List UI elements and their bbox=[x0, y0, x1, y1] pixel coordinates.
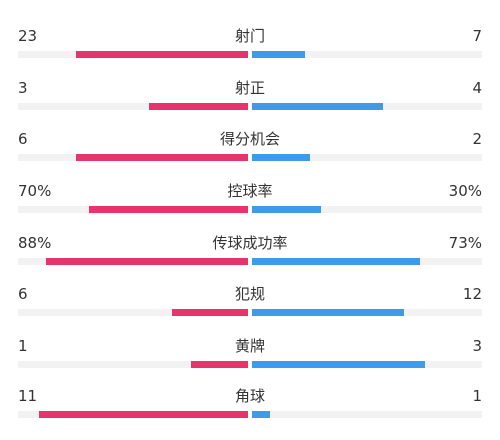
away-bar bbox=[252, 103, 384, 110]
away-track bbox=[252, 206, 482, 213]
away-bar bbox=[252, 206, 321, 213]
home-bar bbox=[190, 361, 248, 368]
home-value: 23 bbox=[18, 27, 38, 45]
home-track bbox=[18, 206, 248, 213]
stat-label: 角球 bbox=[234, 387, 265, 405]
home-bar bbox=[172, 309, 248, 316]
home-value: 6 bbox=[18, 130, 28, 148]
home-bar bbox=[75, 51, 248, 58]
home-value: 3 bbox=[18, 79, 28, 97]
stat-row-fouls: 6 犯规 12 bbox=[0, 284, 500, 336]
away-value: 3 bbox=[472, 337, 482, 355]
home-bar bbox=[38, 411, 248, 418]
away-value: 12 bbox=[462, 285, 482, 303]
home-bar bbox=[89, 206, 248, 213]
home-track bbox=[18, 258, 248, 265]
home-track bbox=[18, 361, 248, 368]
stat-label: 得分机会 bbox=[219, 130, 280, 148]
stat-row-yellow-cards: 1 黄牌 3 bbox=[0, 336, 500, 388]
home-track bbox=[18, 309, 248, 316]
home-bar bbox=[75, 154, 248, 161]
stat-row-chances: 6 得分机会 2 bbox=[0, 129, 500, 181]
home-value: 70% bbox=[18, 182, 52, 200]
away-track bbox=[252, 361, 482, 368]
home-value: 6 bbox=[18, 285, 28, 303]
stat-row-shots: 23 射门 7 bbox=[0, 26, 500, 78]
stat-label: 传球成功率 bbox=[212, 234, 288, 252]
away-track bbox=[252, 103, 482, 110]
stat-label: 犯规 bbox=[234, 285, 265, 303]
away-value: 7 bbox=[472, 27, 482, 45]
away-track bbox=[252, 309, 482, 316]
away-track bbox=[252, 51, 482, 58]
away-value: 73% bbox=[448, 234, 482, 252]
home-track bbox=[18, 154, 248, 161]
away-bar bbox=[252, 258, 420, 265]
away-bar bbox=[252, 361, 425, 368]
away-value: 2 bbox=[472, 130, 482, 148]
away-track bbox=[252, 411, 482, 418]
home-value: 11 bbox=[18, 387, 38, 405]
home-bar bbox=[149, 103, 248, 110]
stat-label: 黄牌 bbox=[234, 337, 265, 355]
stat-row-pass-accuracy: 88% 传球成功率 73% bbox=[0, 233, 500, 285]
home-track bbox=[18, 411, 248, 418]
away-value: 4 bbox=[472, 79, 482, 97]
home-value: 88% bbox=[18, 234, 52, 252]
stat-row-possession: 70% 控球率 30% bbox=[0, 181, 500, 233]
away-track bbox=[252, 258, 482, 265]
away-track bbox=[252, 154, 482, 161]
home-track bbox=[18, 51, 248, 58]
away-bar bbox=[252, 154, 310, 161]
away-value: 1 bbox=[472, 387, 482, 405]
away-value: 30% bbox=[448, 182, 482, 200]
stat-row-corners: 11 角球 1 bbox=[0, 386, 500, 438]
stat-label: 射门 bbox=[234, 27, 265, 45]
home-value: 1 bbox=[18, 337, 28, 355]
stat-label: 控球率 bbox=[227, 182, 273, 200]
away-bar bbox=[252, 411, 271, 418]
stat-row-shots-on-target: 3 射正 4 bbox=[0, 78, 500, 130]
away-bar bbox=[252, 309, 404, 316]
home-bar bbox=[45, 258, 248, 265]
away-bar bbox=[252, 51, 305, 58]
home-track bbox=[18, 103, 248, 110]
stat-label: 射正 bbox=[234, 79, 265, 97]
